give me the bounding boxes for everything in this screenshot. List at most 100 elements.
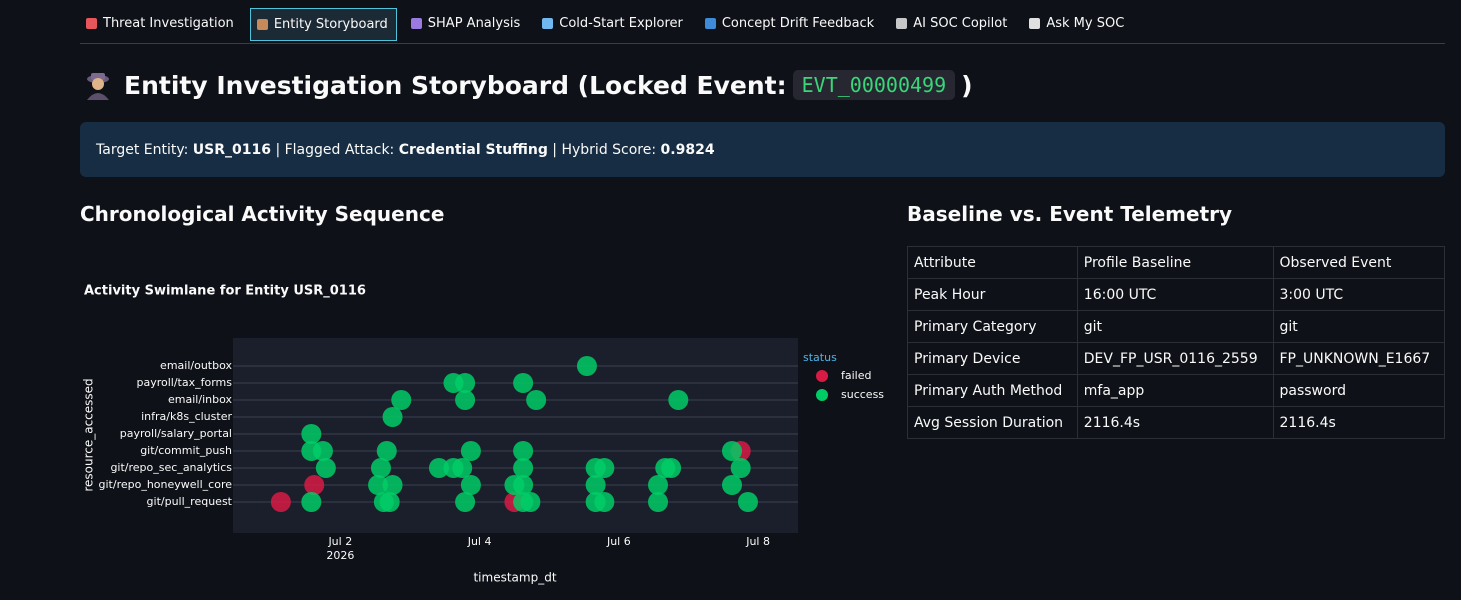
y-axis-title: resource_accessed bbox=[82, 378, 96, 491]
tab-icon bbox=[704, 18, 716, 29]
table-cell: Avg Session Duration bbox=[907, 406, 1078, 439]
tab-label: Concept Drift Feedback bbox=[721, 16, 875, 31]
legend-label: success bbox=[841, 388, 884, 401]
table-cell: git bbox=[1076, 310, 1274, 343]
header-cell: Attribute bbox=[907, 246, 1078, 279]
table-cell: Peak Hour bbox=[907, 278, 1078, 311]
y-tick-label: git/repo_sec_analytics bbox=[110, 461, 232, 474]
legend-marker bbox=[816, 389, 828, 401]
point bbox=[301, 424, 322, 444]
tab[interactable]: Threat Investigation bbox=[80, 8, 242, 39]
table-row: Primary Category git git bbox=[907, 310, 1445, 343]
point bbox=[382, 475, 403, 495]
point bbox=[513, 441, 534, 461]
tab[interactable]: Ask My SOC bbox=[1023, 8, 1132, 39]
point bbox=[391, 390, 412, 410]
tab[interactable]: Entity Storyboard bbox=[249, 8, 397, 41]
point bbox=[737, 492, 758, 512]
info-value: Credential Stuffing bbox=[398, 141, 548, 158]
tab-label: Entity Storyboard bbox=[273, 17, 388, 32]
table-cell: mfa_app bbox=[1076, 374, 1274, 407]
tab-label: SHAP Analysis bbox=[427, 16, 521, 31]
point bbox=[452, 458, 473, 478]
chart: Activity Swimlane for Entity USR_0116 ti… bbox=[82, 284, 885, 585]
tab-bar: Threat Investigation Entity Storyboard SHA… bbox=[80, 8, 1445, 44]
table-row: Primary Auth Method mfa_app password bbox=[907, 374, 1445, 407]
info-value: USR_0116 bbox=[192, 141, 271, 158]
tab[interactable]: AI SOC Copilot bbox=[890, 8, 1015, 39]
point bbox=[304, 475, 325, 495]
point bbox=[460, 441, 481, 461]
tab[interactable]: Concept Drift Feedback bbox=[699, 8, 882, 39]
point bbox=[455, 390, 476, 410]
point bbox=[382, 407, 403, 427]
table-cell: 2116.4s bbox=[1272, 406, 1445, 439]
point bbox=[513, 475, 534, 495]
title-end: ) bbox=[961, 70, 973, 100]
y-tick-label: payroll/tax_forms bbox=[136, 376, 232, 389]
legend-title: status bbox=[803, 351, 837, 364]
point bbox=[428, 458, 449, 478]
point bbox=[301, 492, 322, 512]
x-tick-label: Jul 2 bbox=[327, 535, 352, 548]
tab-label: Threat Investigation bbox=[103, 16, 234, 31]
tab-icon bbox=[256, 19, 268, 30]
y-tick-label: git/commit_push bbox=[140, 444, 232, 457]
tab[interactable]: SHAP Analysis bbox=[405, 8, 528, 39]
point bbox=[270, 492, 291, 512]
tab-icon bbox=[86, 18, 97, 29]
point bbox=[721, 441, 742, 461]
y-tick-label: git/pull_request bbox=[147, 495, 233, 508]
x-tick-label: Jul 6 bbox=[606, 535, 631, 548]
point bbox=[721, 475, 742, 495]
table-row: Avg Session Duration 2116.4s 2116.4s bbox=[907, 406, 1445, 439]
tab[interactable]: Cold-Start Explorer bbox=[536, 8, 691, 39]
info-banner: Target Entity: USR_0116 | Flagged Attack… bbox=[80, 122, 1445, 177]
point bbox=[368, 475, 389, 495]
legend-marker bbox=[816, 370, 828, 382]
point bbox=[460, 475, 481, 495]
point bbox=[730, 458, 751, 478]
point bbox=[513, 458, 534, 478]
y-tick-label: email/outbox bbox=[160, 359, 232, 372]
chart-title: Activity Swimlane for Entity USR_0116 bbox=[84, 284, 366, 299]
table-cell: Primary Category bbox=[907, 310, 1078, 343]
table-row: Primary Device DEV_FP_USR_0116_2559 FP_UNK… bbox=[907, 342, 1445, 375]
point bbox=[585, 475, 606, 495]
info-label: | Hybrid Score: bbox=[547, 141, 661, 158]
telemetry-table: Attribute Profile Baseline Observed Event P… bbox=[907, 246, 1445, 439]
table-cell: Primary Auth Method bbox=[907, 374, 1078, 407]
table-cell: Primary Device bbox=[907, 342, 1078, 375]
table-cell: git bbox=[1272, 310, 1445, 343]
table-cell: 2116.4s bbox=[1076, 406, 1274, 439]
point bbox=[576, 356, 597, 376]
event-id: EVT_00000499 bbox=[792, 70, 956, 100]
point bbox=[455, 492, 476, 512]
table-cell: 16:00 UTC bbox=[1076, 278, 1274, 311]
point bbox=[520, 492, 541, 512]
table-cell: DEV_FP_USR_0116_2559 bbox=[1076, 342, 1274, 375]
point bbox=[648, 475, 669, 495]
point bbox=[668, 390, 689, 410]
point bbox=[594, 458, 615, 478]
title-text: Entity Investigation Storyboard (Locked … bbox=[124, 70, 787, 100]
y-tick-label: git/repo_honeywell_core bbox=[99, 478, 233, 491]
x-tick-label: Jul 8 bbox=[745, 535, 770, 548]
point bbox=[648, 492, 669, 512]
table-cell: FP_UNKNOWN_E1667 bbox=[1272, 342, 1445, 375]
point bbox=[526, 390, 547, 410]
point bbox=[594, 492, 615, 512]
tab-icon bbox=[410, 18, 422, 29]
point bbox=[513, 373, 534, 393]
y-tick-label: payroll/salary_portal bbox=[120, 427, 232, 440]
y-tick-label: infra/k8s_cluster bbox=[141, 410, 232, 423]
info-label: Target Entity: bbox=[96, 141, 193, 158]
header-cell: Profile Baseline bbox=[1076, 246, 1274, 279]
table-row: Peak Hour 16:00 UTC 3:00 UTC bbox=[907, 278, 1445, 311]
tab-icon bbox=[1029, 18, 1041, 29]
legend-label: failed bbox=[841, 369, 871, 382]
info-label: | Flagged Attack: bbox=[271, 141, 399, 158]
point bbox=[661, 458, 682, 478]
point bbox=[379, 492, 400, 512]
